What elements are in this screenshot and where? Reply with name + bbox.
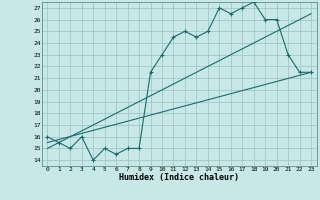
X-axis label: Humidex (Indice chaleur): Humidex (Indice chaleur) — [119, 173, 239, 182]
